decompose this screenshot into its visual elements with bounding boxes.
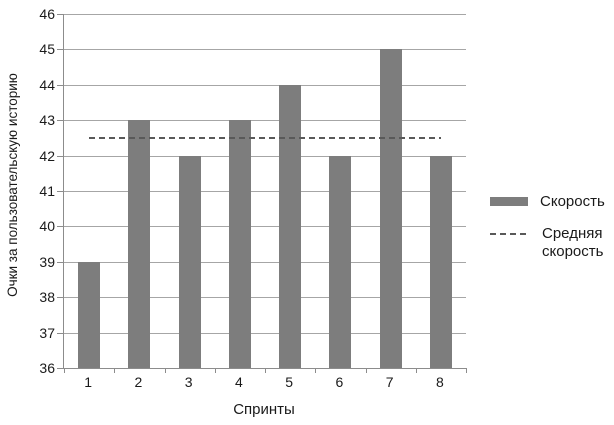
x-axis-tick <box>114 368 116 373</box>
gridline <box>64 332 466 334</box>
y-axis-tick-label: 46 <box>39 6 55 22</box>
x-axis-tick-label: 2 <box>134 374 143 390</box>
x-axis-tick-label: 5 <box>285 374 294 390</box>
x-axis-tick <box>265 368 266 373</box>
average-velocity-line <box>89 136 441 139</box>
y-axis-tick-label: 37 <box>39 324 55 341</box>
gridline <box>64 261 466 263</box>
x-axis-tick <box>214 368 216 373</box>
gridline <box>64 49 466 51</box>
y-axis-tick <box>57 120 63 122</box>
bar <box>178 155 201 368</box>
y-axis-tick <box>57 155 63 157</box>
y-axis-tick <box>57 226 63 228</box>
y-axis-tick <box>57 368 63 369</box>
x-axis-tick <box>415 368 417 373</box>
plot-area <box>57 14 467 373</box>
y-axis-tick <box>57 84 63 86</box>
y-axis-tick-label: 36 <box>39 360 55 376</box>
x-axis-tick-label: 3 <box>184 374 193 390</box>
y-axis-tick-label: 42 <box>39 147 55 164</box>
bar <box>429 155 452 368</box>
y-axis-title: Очки за пользовательскую историю <box>5 73 20 297</box>
y-axis-tick <box>57 297 63 299</box>
legend-label-average-velocity: Средняя скорость <box>542 225 604 260</box>
y-axis-tick-label: 43 <box>39 112 55 129</box>
gridline <box>64 84 466 86</box>
x-axis-tick-label: 1 <box>84 374 93 390</box>
y-axis-tick <box>57 261 63 263</box>
y-axis-tick <box>57 332 63 334</box>
y-axis-tick-label: 38 <box>39 289 55 306</box>
bar <box>279 84 302 368</box>
legend-item-average-velocity: Средняя скорость <box>490 225 614 261</box>
y-axis-tick-label: 41 <box>39 183 55 199</box>
y-axis-tick-label: 39 <box>39 253 55 270</box>
dashed-line-swatch-icon <box>490 233 530 235</box>
x-axis-tick <box>64 368 65 373</box>
x-axis-tick <box>315 368 317 373</box>
gridline <box>64 155 466 157</box>
bar-swatch-icon <box>490 197 528 206</box>
y-axis-tick-label: 45 <box>39 41 55 58</box>
y-axis-tick <box>57 49 63 51</box>
y-axis-tick <box>57 14 63 15</box>
legend-item-velocity: Скорость <box>490 193 614 211</box>
gridline <box>64 120 466 122</box>
x-axis-tick-label: 4 <box>234 374 243 390</box>
x-axis-tick <box>365 368 367 373</box>
x-axis-tick-label: 7 <box>385 374 394 390</box>
x-axis-tick-label: 6 <box>335 374 344 390</box>
legend: Скорость Средняя скорость <box>490 193 614 261</box>
y-axis-tick <box>57 191 63 192</box>
x-axis-tick-label: 8 <box>435 374 444 390</box>
y-axis-tick-label: 44 <box>39 76 55 93</box>
gridline <box>64 14 466 15</box>
x-axis-title: Спринты <box>233 401 295 418</box>
y-axis-tick-label: 40 <box>39 218 55 235</box>
bar <box>128 120 151 368</box>
gridline <box>64 226 466 228</box>
gridline <box>64 191 466 192</box>
bar <box>228 120 251 368</box>
x-axis-tick <box>466 368 467 373</box>
legend-label-velocity: Скорость <box>540 193 605 210</box>
x-axis-tick <box>164 368 166 373</box>
bar <box>329 155 352 368</box>
gridline <box>64 297 466 299</box>
bar <box>78 261 101 368</box>
bar <box>379 49 402 368</box>
